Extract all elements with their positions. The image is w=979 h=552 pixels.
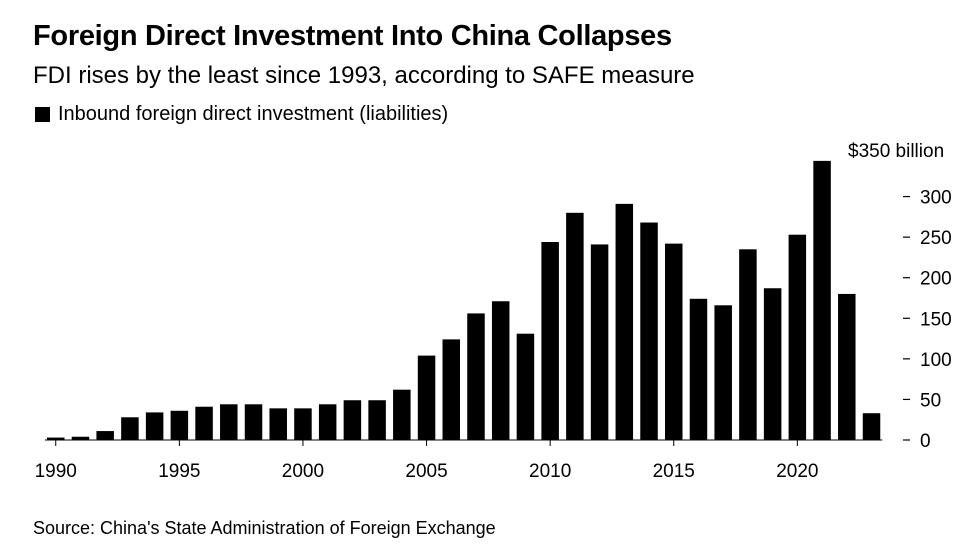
chart-subtitle: FDI rises by the least since 1993, accor…	[33, 62, 695, 89]
x-tick-label-1995: 1995	[158, 461, 200, 482]
bar-2008	[491, 301, 510, 440]
bar-1996	[195, 406, 213, 440]
bar-2023	[862, 413, 881, 440]
y-tick-label-50: 50	[920, 390, 941, 411]
bar-1992	[96, 431, 114, 440]
y-axis: 0 50 100 150 200 250 300 $350 billion	[848, 141, 952, 452]
x-tick-label-2015: 2015	[653, 461, 695, 482]
y-tick-label-100: 100	[920, 350, 952, 371]
x-axis: 1990 1995 2000 2005 2010 2015 2020	[35, 439, 883, 482]
y-tick-label-250: 250	[920, 228, 952, 249]
bar-2017	[714, 305, 732, 440]
bar-2012	[590, 244, 609, 440]
bar-2006	[442, 339, 461, 440]
bar-2000	[294, 408, 312, 440]
bar-2016	[689, 298, 708, 440]
bar-1991	[71, 436, 90, 440]
legend-label: Inbound foreign direct investment (liabi…	[58, 103, 449, 125]
bar-1993	[121, 417, 139, 440]
bar-2003	[368, 400, 386, 440]
x-tick-label-2010: 2010	[529, 461, 571, 482]
y-tick-label-200: 200	[920, 269, 952, 290]
bar-2004	[393, 389, 411, 440]
bar-2010	[541, 242, 559, 440]
bar-2015	[665, 243, 683, 440]
x-tick-label-2005: 2005	[405, 461, 447, 482]
y-tick-label-0: 0	[920, 431, 931, 452]
bar-1990	[47, 437, 65, 440]
bar-1997	[220, 404, 238, 440]
chart-title: Foreign Direct Investment Into China Col…	[33, 20, 672, 52]
bar-1999	[269, 408, 287, 440]
x-tick-label-2000: 2000	[282, 461, 324, 482]
bar-2020	[788, 234, 807, 440]
y-top-label: $350 billion	[848, 141, 944, 162]
bar-1998	[244, 404, 263, 440]
bar-2009	[516, 333, 535, 440]
bar-2022	[838, 293, 856, 440]
bar-2007	[467, 313, 485, 440]
bars-group	[47, 160, 881, 440]
bar-1995	[170, 410, 189, 440]
bar-2019	[763, 288, 782, 440]
bar-2013	[615, 203, 634, 440]
bar-2021	[813, 160, 831, 440]
bar-1994	[145, 412, 164, 440]
bar-2018	[739, 249, 757, 440]
y-tick-label-150: 150	[920, 309, 952, 330]
x-tick-label-1990: 1990	[35, 461, 77, 482]
legend-swatch	[35, 107, 50, 122]
legend: Inbound foreign direct investment (liabi…	[35, 103, 448, 126]
y-tick-label-300: 300	[920, 188, 952, 209]
bar-2002	[343, 400, 362, 440]
bar-2011	[566, 212, 584, 440]
bar-2005	[417, 355, 436, 440]
bar-2014	[640, 222, 658, 440]
source-note: Source: China's State Administration of …	[33, 518, 496, 538]
x-tick-label-2020: 2020	[776, 461, 818, 482]
bar-2001	[318, 404, 337, 440]
